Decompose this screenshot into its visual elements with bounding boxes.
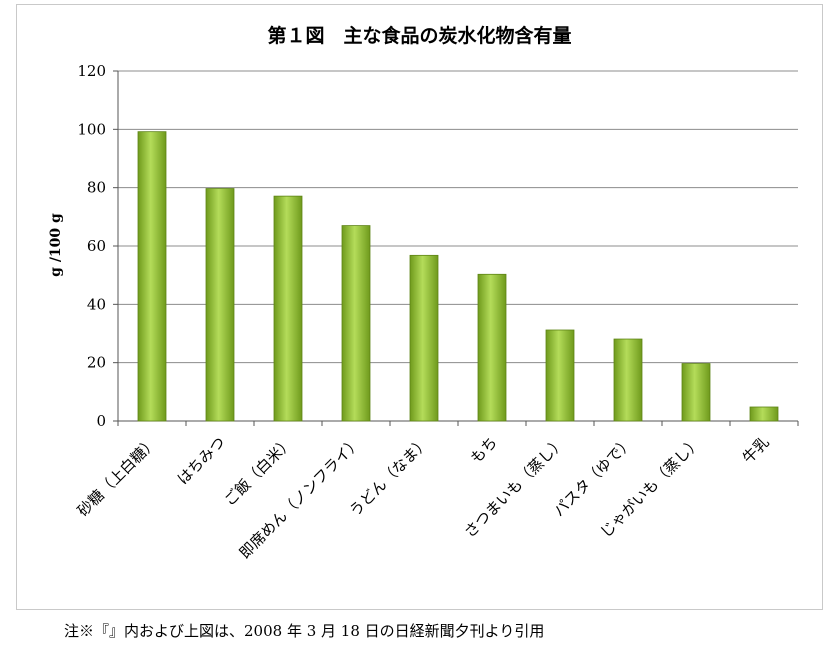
y-tick-label: 40 xyxy=(87,295,106,313)
bar xyxy=(137,131,167,422)
y-tick-label: 0 xyxy=(96,412,106,430)
bars xyxy=(137,131,779,422)
bar xyxy=(477,273,507,422)
y-tick-label: 80 xyxy=(87,179,106,197)
x-tick-label: ご飯（白米） xyxy=(220,433,296,509)
y-tick-label: 60 xyxy=(87,237,106,255)
bar xyxy=(749,406,779,422)
x-tick-label: 牛乳 xyxy=(739,433,773,467)
bar xyxy=(545,329,575,422)
y-tick-label: 120 xyxy=(77,62,106,80)
bar xyxy=(205,188,235,422)
bar xyxy=(681,363,711,422)
y-tick-label: 100 xyxy=(77,120,106,138)
footnote: 注※『』内および上図は、2008 年 3 月 18 日の日経新聞夕刊より引用 xyxy=(64,622,545,640)
x-tick-label: もち xyxy=(467,433,501,467)
y-tick-labels: 0 20 40 60 80 100 120 xyxy=(77,62,106,430)
x-tick-label: 即席めん（ノンフライ） xyxy=(236,433,365,562)
y-tick-label: 20 xyxy=(87,354,106,372)
bar xyxy=(273,195,303,422)
bar xyxy=(409,254,439,422)
x-tick-label: 砂糖（上白糖） xyxy=(74,433,161,520)
x-tick-label: はちみつ xyxy=(174,433,229,488)
y-axis-label: g /100 g xyxy=(48,213,64,277)
chart-title: 第１図 主な食品の炭水化物含有量 xyxy=(267,25,572,47)
bar xyxy=(613,338,643,422)
bar xyxy=(341,225,371,422)
